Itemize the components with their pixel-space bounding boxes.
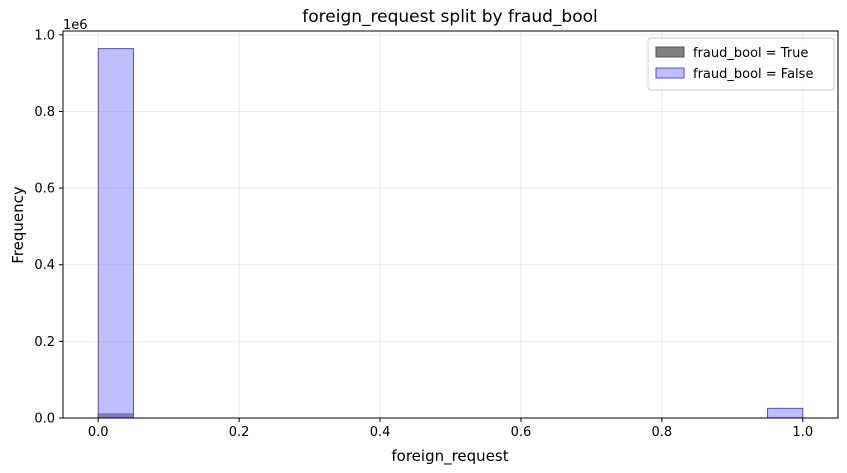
legend-box: [647, 37, 835, 91]
y-tick-label: 1.0: [34, 28, 55, 43]
y-tick-label: 0.8: [34, 105, 55, 120]
y-axis-ticks: 0.0 0.2 0.4 0.6 0.8 1.0: [34, 28, 63, 427]
legend-label: fraud_bool = False: [693, 67, 813, 82]
x-tick-label: 0.0: [88, 425, 109, 440]
x-tick-label: 0.2: [229, 425, 250, 440]
chart-title: foreign_request split by fraud_bool: [302, 7, 597, 27]
legend-swatch: [655, 46, 685, 58]
y-axis-offset-label: 1e6: [63, 18, 88, 33]
plot-frame: [62, 30, 839, 419]
legend-swatch: [655, 67, 685, 79]
x-tick-label: 1.0: [792, 425, 813, 440]
x-tick-label: 0.8: [652, 425, 673, 440]
y-axis-label: Frequency: [9, 186, 27, 264]
legend-label: fraud_bool = True: [693, 46, 808, 61]
x-axis-label: foreign_request: [391, 447, 508, 466]
bars: [97, 48, 804, 419]
y-tick-label: 0.2: [34, 335, 55, 350]
plot-area: [62, 30, 839, 419]
x-tick-label: 0.6: [511, 425, 532, 440]
y-tick-label: 0.4: [34, 258, 55, 273]
y-tick-label: 0.6: [34, 182, 55, 197]
bar-fraud-false: [97, 48, 134, 419]
y-tick-label: 0.0: [34, 412, 55, 427]
x-axis-ticks: 0.0 0.2 0.4 0.6 0.8 1.0: [88, 418, 813, 440]
bar-fraud-false: [767, 407, 804, 419]
x-tick-label: 0.4: [370, 425, 391, 440]
legend: fraud_bool = True fraud_bool = False: [647, 37, 835, 91]
